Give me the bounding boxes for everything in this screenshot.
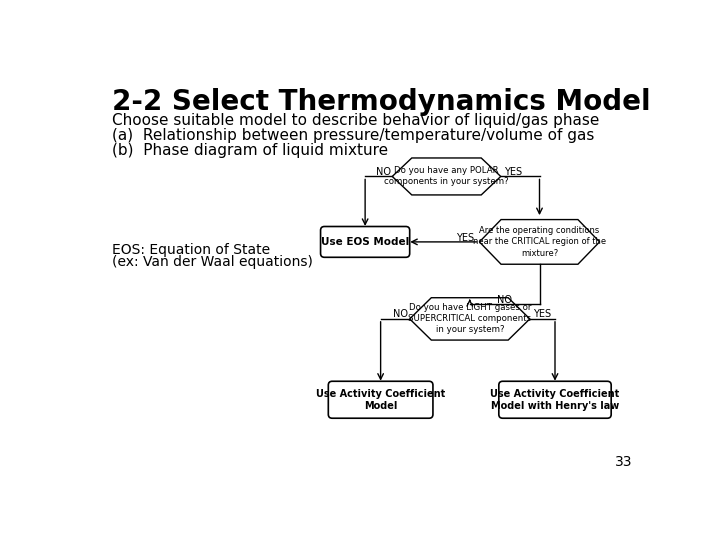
Text: Are the operating conditions
near the CRITICAL region of the
mixture?: Are the operating conditions near the CR… [473, 226, 606, 258]
Text: Choose suitable model to describe behavior of liquid/gas phase: Choose suitable model to describe behavi… [112, 112, 599, 127]
Text: EOS: Equation of State: EOS: Equation of State [112, 244, 270, 258]
Text: 2-2 Select Thermodynamics Model: 2-2 Select Thermodynamics Model [112, 88, 650, 116]
Polygon shape [480, 220, 600, 264]
Text: (b)  Phase diagram of liquid mixture: (b) Phase diagram of liquid mixture [112, 143, 388, 158]
Text: Use Activity Coefficient
Model with Henry's law: Use Activity Coefficient Model with Henr… [490, 389, 620, 411]
FancyBboxPatch shape [499, 381, 611, 418]
Text: Do you have LIGHT gases or
SUPERCRITICAL components
in your system?: Do you have LIGHT gases or SUPERCRITICAL… [408, 303, 531, 334]
Polygon shape [410, 298, 530, 340]
Text: YES: YES [504, 167, 522, 177]
Text: YES: YES [456, 233, 474, 243]
Text: Use Activity Coefficient
Model: Use Activity Coefficient Model [316, 389, 445, 411]
Text: Do you have any POLAR
components in your system?: Do you have any POLAR components in your… [384, 166, 509, 186]
Text: (ex: Van der Waal equations): (ex: Van der Waal equations) [112, 255, 312, 269]
Text: NO: NO [393, 309, 408, 319]
Text: Use EOS Model: Use EOS Model [321, 237, 409, 247]
Text: 33: 33 [615, 455, 632, 469]
FancyBboxPatch shape [320, 226, 410, 257]
Text: NO: NO [497, 295, 512, 305]
Text: (a)  Relationship between pressure/temperature/volume of gas: (a) Relationship between pressure/temper… [112, 128, 594, 143]
Text: YES: YES [533, 309, 551, 319]
Text: NO: NO [376, 167, 391, 177]
Polygon shape [392, 158, 500, 195]
FancyBboxPatch shape [328, 381, 433, 418]
